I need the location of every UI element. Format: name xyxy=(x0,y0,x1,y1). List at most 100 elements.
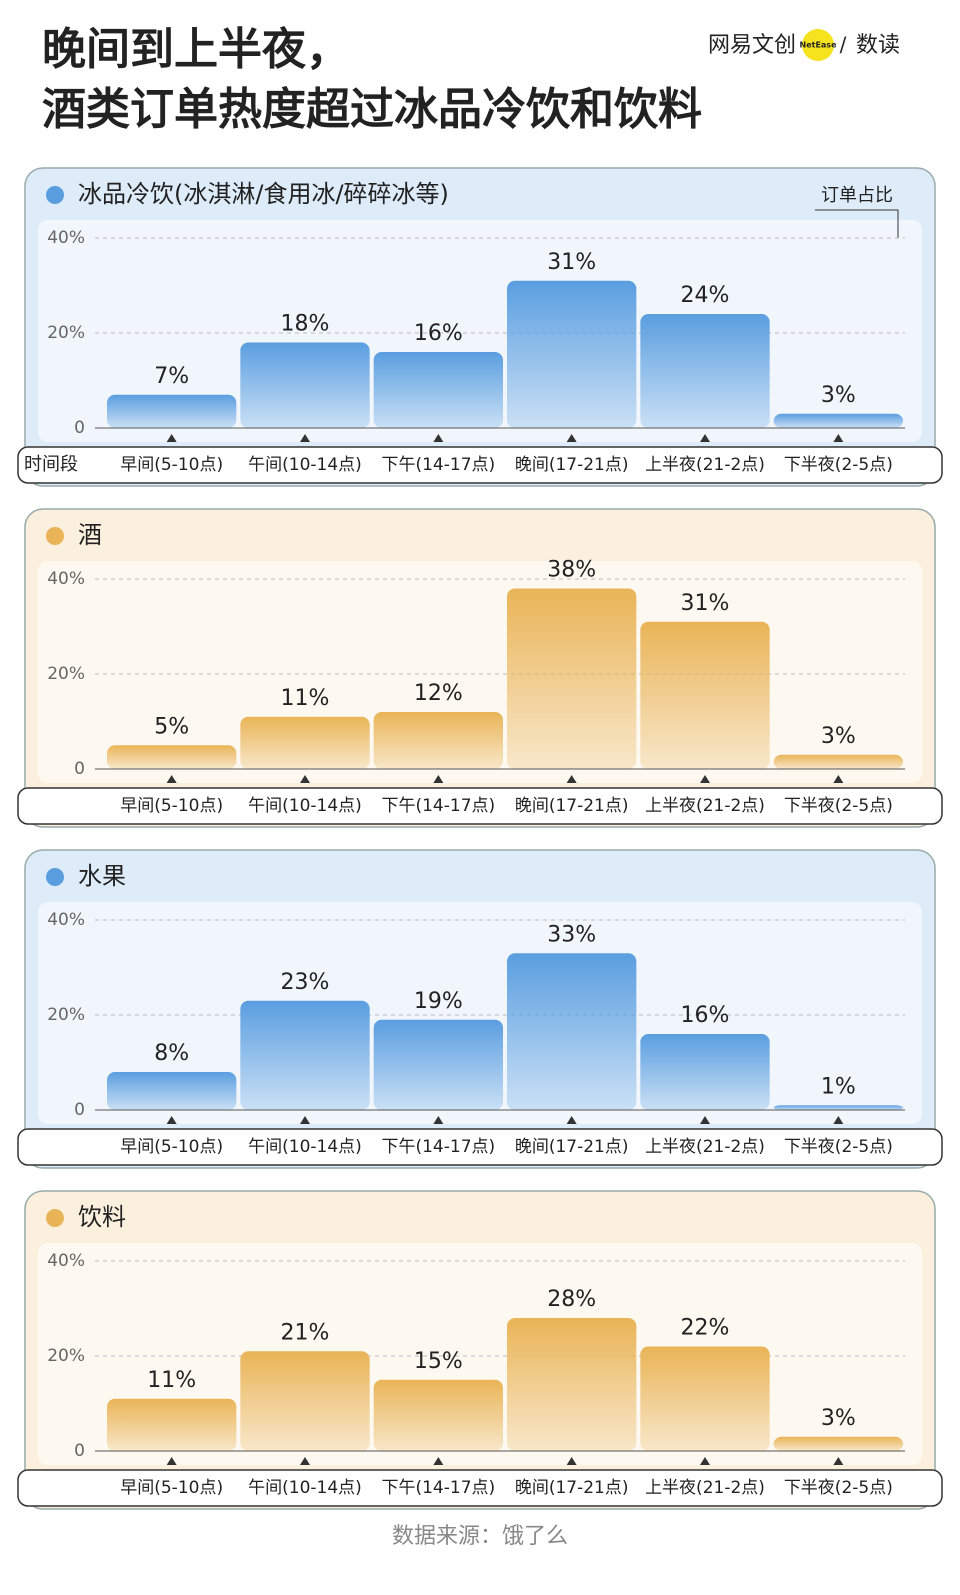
x-tick-mark xyxy=(433,1116,444,1124)
value-label: 3% xyxy=(821,724,856,749)
x-tick-mark xyxy=(566,1116,577,1124)
x-tick-mark xyxy=(166,434,177,442)
y-tick-label: 20% xyxy=(47,664,85,684)
x-tick-mark xyxy=(166,1116,177,1124)
bar xyxy=(373,1019,503,1110)
x-tick-mark xyxy=(566,1457,577,1465)
logo-suffix: 数读 xyxy=(856,33,900,58)
title-line: 晚间到上半夜， xyxy=(42,24,350,75)
x-tick-label: 午间(10-14点) xyxy=(248,1478,362,1498)
y-tick-label: 40% xyxy=(47,1251,85,1271)
x-tick-mark xyxy=(300,1116,310,1124)
x-tick-mark xyxy=(566,775,577,783)
x-tick-label: 午间(10-14点) xyxy=(248,455,362,475)
bar xyxy=(640,621,770,769)
value-label: 31% xyxy=(547,250,596,275)
bar xyxy=(373,1379,503,1451)
value-label: 16% xyxy=(681,1003,730,1028)
x-tick-mark xyxy=(700,1457,710,1465)
x-tick-label: 上半夜(21-2点) xyxy=(645,1137,765,1157)
panel-title: 水果 xyxy=(78,862,126,890)
value-label: 24% xyxy=(681,283,730,308)
y-tick-label: 20% xyxy=(47,1346,85,1366)
x-tick-label: 早间(5-10点) xyxy=(120,1137,223,1157)
bar xyxy=(640,1034,770,1110)
x-tick-mark xyxy=(700,1116,710,1124)
value-label: 3% xyxy=(821,383,856,408)
y-tick-label: 20% xyxy=(47,323,85,343)
legend-dot xyxy=(46,186,64,204)
x-axis-label: 时间段 xyxy=(24,454,78,475)
x-tick-mark xyxy=(300,1457,310,1465)
x-tick-mark xyxy=(433,434,444,442)
y-label-bracket xyxy=(815,209,899,238)
value-label: 38% xyxy=(547,558,596,583)
value-label: 16% xyxy=(414,321,463,346)
x-tick-mark xyxy=(833,434,844,442)
x-tick-label: 早间(5-10点) xyxy=(120,1478,223,1498)
y-tick-label: 0 xyxy=(74,1100,85,1120)
value-label: 22% xyxy=(681,1316,730,1341)
bar xyxy=(773,1436,903,1451)
x-tick-mark xyxy=(166,775,177,783)
value-label: 1% xyxy=(821,1074,856,1099)
bar xyxy=(640,1346,770,1451)
y-tick-label: 40% xyxy=(47,910,85,930)
x-tick-mark xyxy=(700,434,710,442)
value-label: 15% xyxy=(414,1349,463,1374)
y-tick-label: 20% xyxy=(47,1005,85,1025)
bar xyxy=(107,1072,237,1110)
x-label-box xyxy=(17,1128,943,1166)
value-label: 28% xyxy=(547,1287,596,1312)
x-label-box xyxy=(17,1469,943,1507)
legend-dot xyxy=(46,527,64,545)
value-label: 18% xyxy=(281,312,330,337)
y-tick-label: 0 xyxy=(74,759,85,779)
panel-title: 饮料 xyxy=(78,1203,126,1231)
bar xyxy=(240,1351,370,1451)
y-tick-label: 0 xyxy=(74,1441,85,1461)
x-tick-label: 上半夜(21-2点) xyxy=(645,796,765,816)
source: 数据来源：饿了么 xyxy=(392,1524,568,1549)
value-label: 31% xyxy=(681,591,730,616)
x-tick-label: 晚间(17-21点) xyxy=(515,796,629,816)
panel-title: 酒 xyxy=(78,521,102,549)
value-label: 11% xyxy=(281,686,330,711)
y-axis-label: 订单占比 xyxy=(821,185,893,206)
value-label: 19% xyxy=(414,989,463,1014)
bar xyxy=(240,342,370,428)
logo-sep: / xyxy=(840,33,847,57)
legend-dot xyxy=(46,1209,64,1227)
x-tick-label: 下半夜(2-5点) xyxy=(784,796,893,816)
bar xyxy=(373,712,503,769)
x-tick-mark xyxy=(566,434,577,442)
x-tick-mark xyxy=(300,775,310,783)
x-tick-label: 晚间(17-21点) xyxy=(515,1137,629,1157)
bar xyxy=(107,745,237,769)
x-tick-label: 下午(14-17点) xyxy=(381,455,495,475)
legend-dot xyxy=(46,868,64,886)
x-tick-label: 下午(14-17点) xyxy=(381,796,495,816)
x-tick-label: 下午(14-17点) xyxy=(381,1478,495,1498)
x-tick-mark xyxy=(433,1457,444,1465)
y-tick-label: 40% xyxy=(47,228,85,248)
x-tick-label: 午间(10-14点) xyxy=(248,1137,362,1157)
bar xyxy=(507,280,637,428)
x-tick-mark xyxy=(700,775,710,783)
x-label-box xyxy=(17,446,943,484)
x-tick-mark xyxy=(166,1457,177,1465)
bar xyxy=(773,413,903,428)
title-line: 酒类订单热度超过冰品冷饮和饮料 xyxy=(42,84,702,135)
logo-badge-bg xyxy=(802,29,834,61)
x-tick-label: 上半夜(21-2点) xyxy=(645,1478,765,1498)
x-tick-label: 下半夜(2-5点) xyxy=(784,455,893,475)
value-label: 21% xyxy=(281,1320,330,1345)
x-tick-mark xyxy=(300,434,310,442)
x-tick-label: 上半夜(21-2点) xyxy=(645,455,765,475)
value-label: 8% xyxy=(154,1041,189,1066)
panel-title: 冰品冷饮(冰淇淋/食用冰/碎碎冰等) xyxy=(78,180,449,208)
y-tick-label: 0 xyxy=(74,418,85,438)
bar xyxy=(773,1105,903,1110)
